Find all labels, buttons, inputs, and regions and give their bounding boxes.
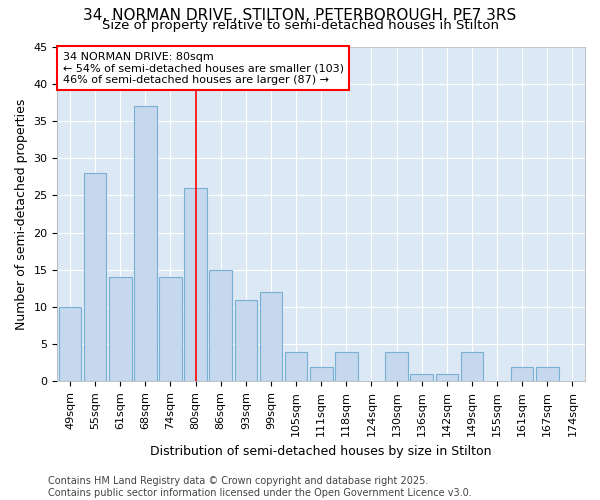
Y-axis label: Number of semi-detached properties: Number of semi-detached properties [15, 98, 28, 330]
Bar [436, 374, 458, 382]
Text: 34, NORMAN DRIVE, STILTON, PETERBOROUGH, PE7 3RS: 34, NORMAN DRIVE, STILTON, PETERBOROUGH,… [83, 8, 517, 22]
Bar [410, 374, 433, 382]
Text: Size of property relative to semi-detached houses in Stilton: Size of property relative to semi-detach… [101, 18, 499, 32]
Bar [59, 307, 81, 382]
Bar [536, 366, 559, 382]
Bar [511, 366, 533, 382]
Bar [260, 292, 282, 382]
Text: 34 NORMAN DRIVE: 80sqm
← 54% of semi-detached houses are smaller (103)
46% of se: 34 NORMAN DRIVE: 80sqm ← 54% of semi-det… [62, 52, 344, 84]
Bar [134, 106, 157, 382]
Bar [285, 352, 307, 382]
Bar [385, 352, 408, 382]
Bar [184, 188, 207, 382]
Bar [109, 277, 131, 382]
Bar [209, 270, 232, 382]
Bar [84, 173, 106, 382]
X-axis label: Distribution of semi-detached houses by size in Stilton: Distribution of semi-detached houses by … [151, 444, 492, 458]
Text: Contains HM Land Registry data © Crown copyright and database right 2025.
Contai: Contains HM Land Registry data © Crown c… [48, 476, 472, 498]
Bar [310, 366, 332, 382]
Bar [159, 277, 182, 382]
Bar [335, 352, 358, 382]
Bar [461, 352, 483, 382]
Bar [235, 300, 257, 382]
